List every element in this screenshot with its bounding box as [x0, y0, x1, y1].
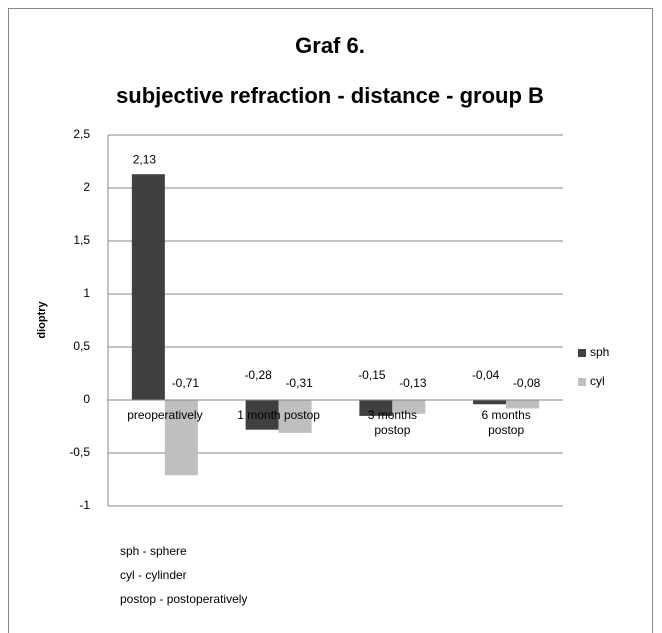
x-tick-label: 3 months postop: [367, 408, 418, 437]
note: cyl - cylinder: [120, 568, 187, 582]
x-tick-label: 6 months postop: [481, 408, 531, 437]
y-tick-label: 0,5: [73, 339, 90, 353]
value-label: -0,08: [513, 376, 541, 390]
value-label: -0,13: [399, 376, 427, 390]
x-tick-label: 1 month postop: [237, 408, 320, 422]
value-label: 2,13: [133, 152, 157, 166]
value-label: -0,28: [244, 368, 272, 382]
legend-swatch: [578, 378, 586, 386]
chart-subtitle: subjective refraction - distance - group…: [116, 83, 544, 108]
chart-border: [8, 8, 653, 633]
bar: [245, 400, 279, 430]
value-label: -0,31: [285, 376, 313, 390]
legend-label: cyl: [590, 374, 605, 388]
y-tick-label: 0: [83, 392, 90, 406]
value-label: -0,71: [172, 376, 200, 390]
bar: [164, 400, 198, 476]
bar: [359, 400, 393, 416]
y-tick-label: -1: [79, 498, 90, 512]
bar: [506, 400, 540, 409]
y-tick-label: 2,5: [73, 127, 90, 141]
bar: [473, 400, 507, 405]
note: postop - postoperatively: [120, 592, 247, 606]
bar: [278, 400, 312, 433]
legend-swatch: [578, 349, 586, 357]
y-tick-label: 1: [83, 286, 90, 300]
value-label: -0,15: [358, 368, 386, 382]
x-tick-label: preoperatively: [127, 408, 203, 422]
bar: [131, 174, 165, 400]
bar: [392, 400, 426, 414]
y-tick-label: 2: [83, 180, 90, 194]
y-tick-label: 1,5: [73, 233, 90, 247]
note: sph - sphere: [120, 544, 187, 558]
value-label: -0,04: [472, 368, 500, 382]
y-tick-label: -0,5: [69, 445, 90, 459]
chart-title: Graf 6.: [295, 33, 365, 58]
legend-label: sph: [590, 345, 609, 359]
y-axis-label: dioptry: [36, 300, 48, 338]
